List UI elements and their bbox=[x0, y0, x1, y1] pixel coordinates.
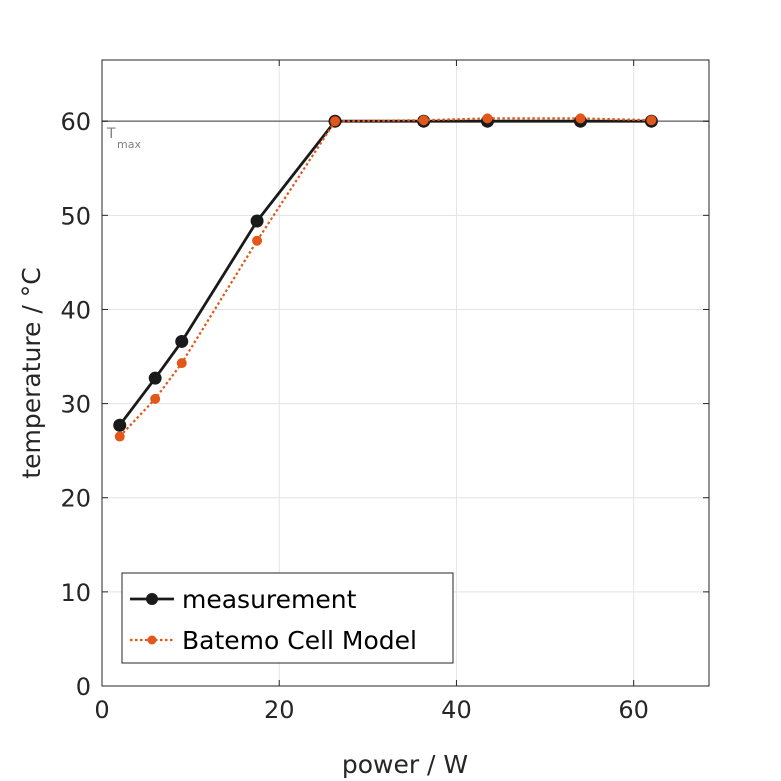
x-tick-label: 60 bbox=[618, 696, 649, 724]
x-axis-title: power / W bbox=[342, 750, 468, 779]
data-point-batemo-cell-model bbox=[150, 393, 161, 404]
x-tick-label: 0 bbox=[94, 696, 109, 724]
y-tick-label: 30 bbox=[60, 391, 91, 419]
legend-marker-measurement bbox=[146, 593, 158, 605]
y-tick-label: 0 bbox=[76, 673, 91, 701]
data-point-batemo-cell-model bbox=[330, 116, 341, 127]
x-tick-label: 40 bbox=[441, 696, 472, 724]
series-group bbox=[113, 113, 658, 442]
y-tick-label: 50 bbox=[60, 202, 91, 230]
tmax-label: T bbox=[106, 126, 116, 142]
data-point-measurement bbox=[113, 418, 127, 432]
legend-label-measurement: measurement bbox=[182, 585, 357, 614]
data-point-batemo-cell-model bbox=[646, 115, 657, 126]
data-point-batemo-cell-model bbox=[482, 113, 493, 124]
legend-label-batemo-cell-model: Batemo Cell Model bbox=[182, 626, 417, 655]
data-point-measurement bbox=[148, 371, 162, 385]
data-point-batemo-cell-model bbox=[252, 235, 263, 246]
plot-frame bbox=[101, 59, 710, 687]
legend-box bbox=[121, 572, 454, 664]
series-line-batemo-cell-model bbox=[118, 117, 652, 438]
y-tick-label: 20 bbox=[60, 485, 91, 513]
y-tick-label: 40 bbox=[60, 296, 91, 324]
data-point-batemo-cell-model bbox=[176, 358, 187, 369]
legend: measurement Batemo Cell Model bbox=[121, 572, 454, 664]
data-point-batemo-cell-model bbox=[575, 113, 586, 124]
data-point-batemo-cell-model bbox=[114, 431, 125, 442]
x-tick-label: 20 bbox=[264, 696, 295, 724]
y-tick-label: 60 bbox=[60, 108, 91, 136]
tmax-label-subscript: max bbox=[117, 138, 141, 151]
legend-marker-batemo-cell-model bbox=[147, 635, 157, 645]
y-tick-label: 10 bbox=[60, 579, 91, 607]
data-point-measurement bbox=[175, 334, 189, 348]
ticks: 0 20 40 60 0 10 20 30 40 50 60 bbox=[60, 60, 709, 724]
data-point-batemo-cell-model bbox=[418, 115, 429, 126]
data-point-measurement bbox=[250, 214, 264, 228]
y-axis-title: temperature / °C bbox=[17, 267, 46, 478]
